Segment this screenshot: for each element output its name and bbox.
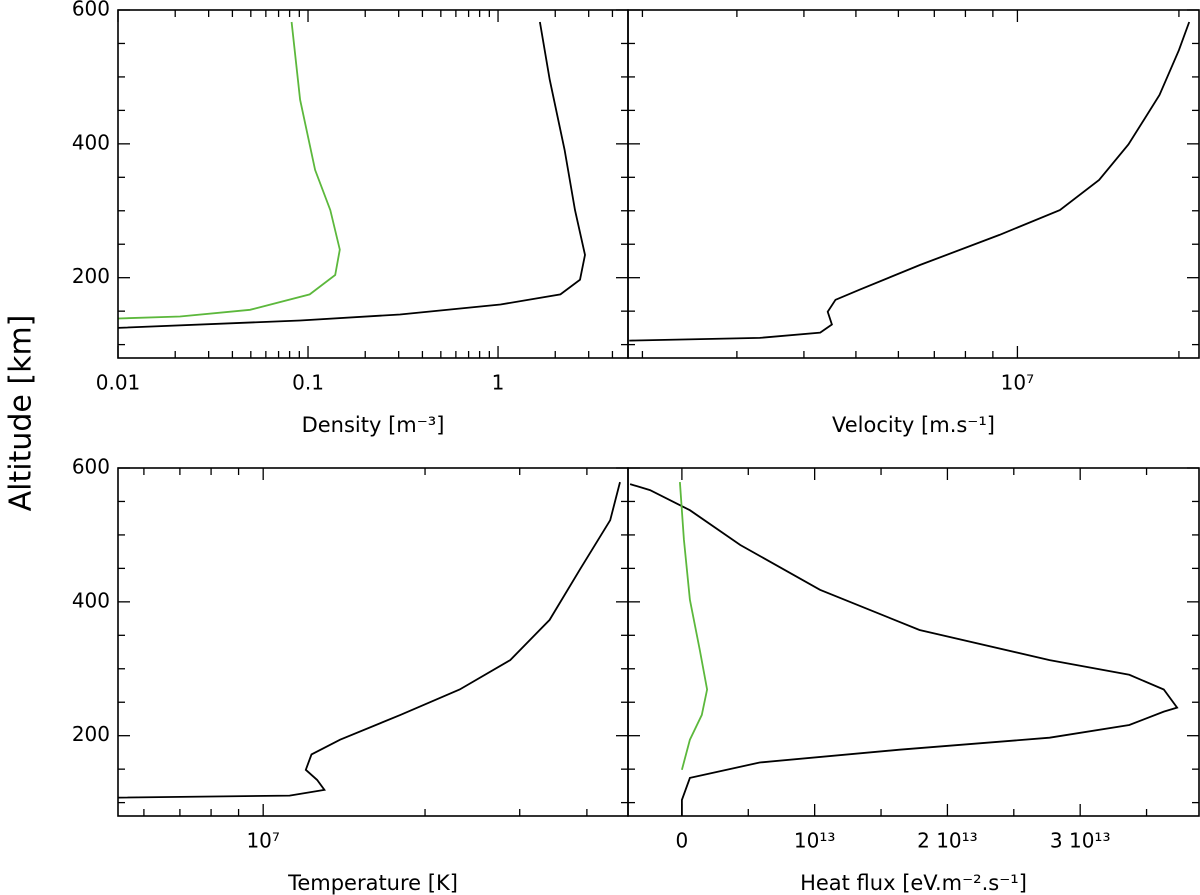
curve	[117, 481, 621, 799]
curve	[629, 483, 1179, 816]
x-axis-label: Density [m⁻³]	[302, 413, 445, 437]
x-tick-label: 10⁷	[246, 829, 279, 853]
curve	[679, 482, 709, 771]
y-tick-label: 200	[72, 722, 110, 746]
x-tick-label: 10¹³	[794, 829, 835, 853]
y-tick-label: 400	[72, 588, 110, 612]
curve	[117, 21, 341, 320]
y-axis-label: Altitude [km]	[4, 315, 39, 512]
x-axis-label: Heat flux [eV.m⁻².s⁻¹]	[800, 871, 1027, 895]
x-tick-label: 1	[492, 371, 505, 395]
frame	[627, 467, 1200, 817]
x-tick-label: 0	[676, 829, 689, 853]
y-tick-label: 200	[72, 264, 110, 288]
x-tick-label: 2 10¹³	[917, 829, 978, 853]
x-tick-label: 0.01	[96, 371, 141, 395]
x-tick-label: 0.1	[292, 371, 324, 395]
y-tick-label: 600	[72, 0, 110, 21]
x-axis-label: Velocity [m.s⁻¹]	[832, 413, 995, 437]
frame	[627, 9, 1200, 359]
y-tick-label: 600	[72, 455, 110, 479]
x-tick-label: 3 10¹³	[1050, 829, 1111, 853]
x-tick-label: 10⁷	[1001, 371, 1034, 395]
curve	[629, 21, 1191, 342]
x-axis-label: Temperature [K]	[287, 871, 458, 895]
y-tick-label: 400	[72, 130, 110, 154]
frame	[117, 9, 629, 359]
curve	[117, 21, 586, 329]
frame	[117, 467, 629, 817]
